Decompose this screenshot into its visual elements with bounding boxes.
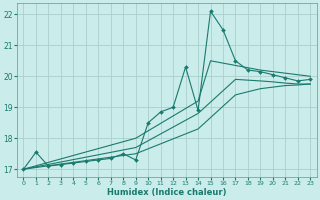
X-axis label: Humidex (Indice chaleur): Humidex (Indice chaleur) [107, 188, 227, 197]
